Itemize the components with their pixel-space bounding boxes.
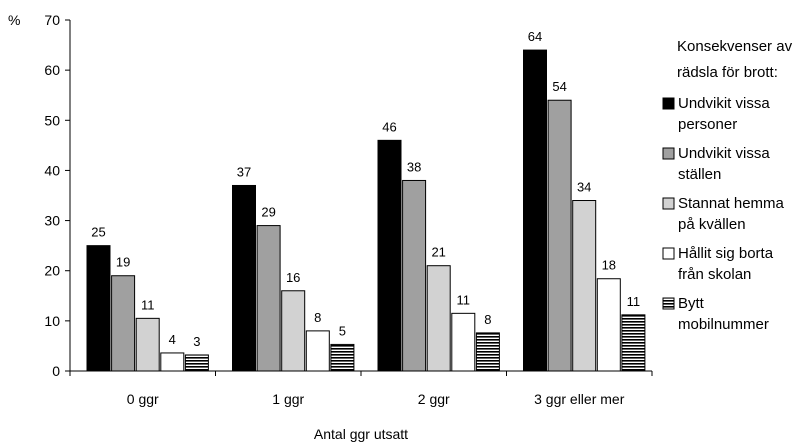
data-label: 37 [237, 164, 251, 179]
data-label: 11 [457, 292, 471, 307]
bar-1-4 [523, 49, 547, 372]
bar-1-3 [377, 139, 402, 372]
data-label: 64 [528, 29, 542, 44]
bar-2-1 [111, 275, 136, 372]
data-label: 21 [431, 245, 445, 260]
legend-label: från skolan [678, 266, 751, 283]
y-tick-label: 60 [44, 62, 60, 78]
y-tick-label: 10 [44, 313, 60, 329]
legend-title: rädsla för brott: [677, 64, 778, 81]
x-tick-label: 2 ggr [418, 391, 450, 407]
legend-label: på kvällen [678, 216, 746, 233]
bar-5-1 [184, 354, 209, 372]
plot-area: 25 37 46 64 19 29 38 54 11 16 21 34 4 8 11 18 3 5 8 11 0 10 20… [8, 12, 653, 442]
legend-label: Undvikit vissa [678, 95, 770, 112]
bar-3-1 [135, 317, 160, 372]
data-label: 3 [193, 334, 200, 349]
y-tick-label: 40 [44, 162, 60, 178]
legend-swatch-5 [662, 297, 675, 310]
bar-5-4 [621, 314, 646, 372]
data-label: 8 [314, 310, 321, 325]
legend-label: Bytt [678, 295, 705, 312]
y-tick-label: 30 [44, 213, 60, 229]
bar-3-3 [426, 265, 451, 372]
legend-label: personer [678, 116, 737, 133]
legend-title: Konsekvenser av [677, 38, 793, 55]
legend-label: Hållit sig borta [678, 245, 774, 262]
data-label: 38 [407, 159, 421, 174]
legend-swatch-3 [662, 197, 675, 210]
bar-2-3 [402, 179, 427, 372]
x-tick-label: 0 ggr [127, 391, 159, 407]
bar-3-4 [572, 200, 597, 372]
bar-1-2 [232, 184, 256, 372]
legend: Konsekvenser av rädsla för brott: Undvikit… [662, 38, 793, 333]
y-tick-label: 0 [52, 363, 60, 379]
legend-swatch-2 [662, 147, 675, 160]
data-label: 34 [577, 180, 591, 195]
data-label: 54 [552, 79, 566, 94]
data-label: 11 [141, 297, 155, 312]
legend-label: mobilnummer [678, 316, 769, 333]
bar-2-2 [256, 225, 281, 372]
bar-2-4 [547, 99, 572, 372]
data-label: 11 [627, 294, 641, 309]
bar-1-1 [86, 245, 111, 372]
data-label: 19 [116, 255, 130, 270]
bar-5-3 [475, 332, 500, 372]
data-label: 8 [484, 312, 491, 327]
legend-label: Stannat hemma [678, 195, 785, 212]
data-label: 46 [382, 119, 396, 134]
bar-5-2 [330, 343, 355, 372]
legend-swatch-1 [662, 97, 675, 110]
data-label: 25 [91, 225, 105, 240]
bar-4-4 [596, 278, 621, 372]
data-label: 29 [261, 205, 275, 220]
y-tick-label: 50 [44, 112, 60, 128]
y-axis-title: % [8, 12, 20, 28]
x-tick-label: 3 ggr eller mer [534, 391, 625, 407]
legend-label: ställen [678, 166, 721, 183]
data-label: 4 [169, 332, 176, 347]
bar-4-3 [451, 312, 476, 372]
data-label: 18 [602, 258, 616, 273]
bar-4-2 [305, 330, 330, 372]
legend-label: Undvikit vissa [678, 145, 770, 162]
bar-3-2 [281, 290, 306, 372]
legend-swatch-4 [662, 247, 675, 260]
data-label: 5 [339, 323, 346, 338]
data-label: 16 [286, 270, 300, 285]
x-tick-label: 1 ggr [272, 391, 304, 407]
x-axis-title: Antal ggr utsatt [314, 426, 408, 442]
y-tick-label: 20 [44, 263, 60, 279]
bar-4-1 [160, 352, 185, 372]
y-tick-label: 70 [44, 12, 60, 28]
